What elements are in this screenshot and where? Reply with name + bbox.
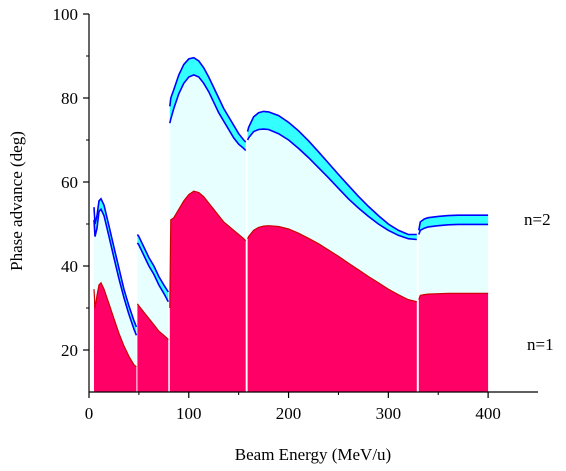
axes-layer	[83, 13, 538, 398]
annotation-n1: n=1	[527, 335, 554, 354]
n2-band-lower-edge-2	[136, 242, 170, 303]
n1-band-3	[169, 191, 246, 392]
n2-band-upper-edge-3	[169, 56, 247, 143]
series-n2-layer	[93, 56, 489, 336]
gap-region-5	[418, 224, 489, 300]
n2-band-upper-edge-4	[246, 110, 417, 236]
n2-band-4	[247, 111, 417, 240]
y-axis-label: Phase advance (deg)	[7, 131, 26, 271]
n2-band-upper-edge-2	[136, 234, 169, 293]
x-tick-label: 200	[276, 404, 302, 423]
x-axis-label: Beam Energy (MeV/u)	[235, 445, 391, 464]
y-tick-label: 80	[61, 89, 78, 108]
n1-band-edge-4	[247, 225, 417, 303]
n1-band-edge-5	[418, 292, 489, 300]
y-tick-label: 40	[61, 257, 78, 276]
n1-band-4	[247, 225, 417, 392]
gap-region-4	[247, 129, 417, 302]
n2-band-upper-edge-1	[93, 197, 138, 328]
n1-band-edge-3	[169, 190, 247, 309]
gap-region-layer	[94, 74, 489, 367]
x-tick-label: 300	[376, 404, 402, 423]
n1-band-edge-1	[93, 281, 137, 368]
n2-band-lower-edge-3	[169, 74, 247, 152]
y-tick-label: 60	[61, 173, 78, 192]
n2-band-lower-edge-5	[418, 223, 489, 235]
n2-band-lower-edge-4	[246, 128, 417, 241]
n2-band-upper-edge-5	[418, 214, 489, 231]
x-tick-label: 400	[475, 404, 501, 423]
n2-band-lower-edge-1	[93, 207, 138, 336]
y-tick-label: 20	[61, 341, 78, 360]
tick-label-layer: 0 100 200 300 400 20 40 60 80 100	[53, 5, 501, 423]
n1-band-5	[418, 293, 489, 392]
annotation-n2: n=2	[524, 210, 551, 229]
n1-band-edge-2	[136, 303, 169, 340]
series-n1-layer	[93, 190, 489, 392]
n2-band-5	[418, 215, 489, 235]
y-tick-label: 100	[53, 5, 79, 24]
gap-region-1	[94, 209, 137, 367]
n1-band-2	[137, 303, 169, 392]
gap-region-3	[169, 74, 246, 309]
n1-band-1	[94, 282, 137, 392]
x-tick-label: 0	[85, 404, 94, 423]
gap-region-2	[137, 242, 169, 340]
x-tick-label: 100	[176, 404, 202, 423]
